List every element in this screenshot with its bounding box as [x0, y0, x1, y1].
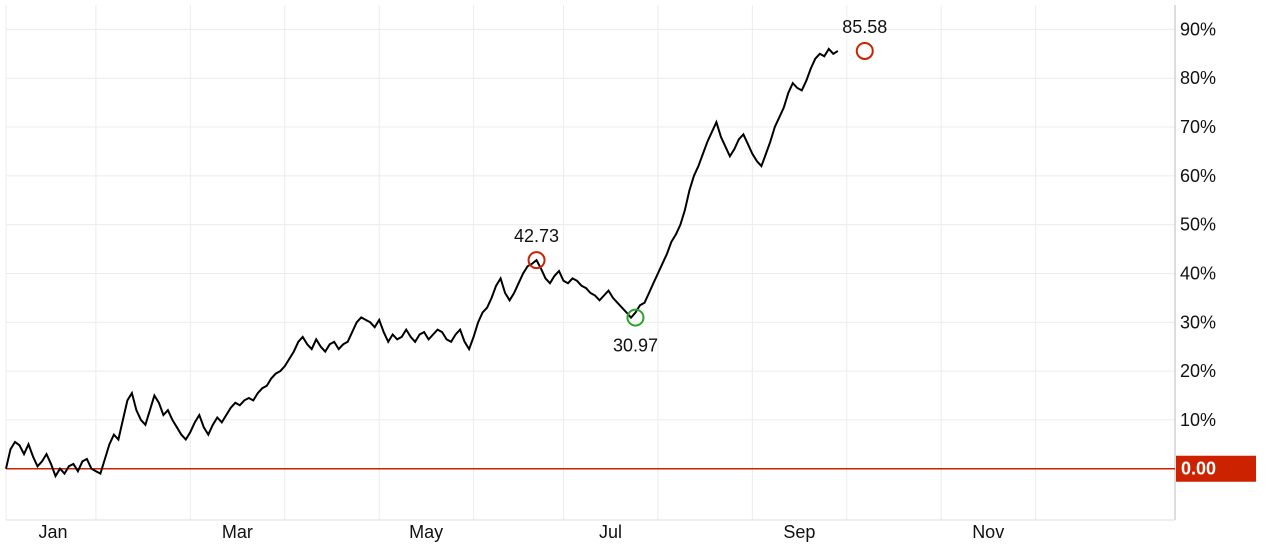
baseline-badge-label: 0.00	[1181, 459, 1216, 479]
y-tick-label: 60%	[1180, 166, 1216, 186]
y-tick-label: 50%	[1180, 215, 1216, 235]
y-tick-label: 90%	[1180, 19, 1216, 39]
annotation-label: 30.97	[613, 336, 658, 356]
grid-lines	[5, 5, 1176, 521]
x-tick-label: Jan	[38, 522, 67, 542]
y-tick-label: 40%	[1180, 263, 1216, 283]
series-line	[5, 47, 839, 479]
annotation-marker	[527, 251, 546, 270]
annotations: 42.73 30.97 85.58	[514, 17, 887, 356]
annotation-label: 85.58	[842, 17, 887, 37]
baseline-badge: 0.00	[1176, 455, 1256, 482]
y-tick-label: 30%	[1180, 312, 1216, 332]
y-axis: 10% 20% 30% 40% 50% 60% 70% 80% 90%	[1180, 19, 1216, 430]
annotation-label: 42.73	[514, 226, 559, 246]
annotation-marker	[855, 41, 874, 60]
y-tick-label: 10%	[1180, 410, 1216, 430]
y-tick-label: 70%	[1180, 117, 1216, 137]
baseline-badge-bg	[1176, 455, 1256, 482]
x-tick-label: Mar	[222, 522, 253, 542]
x-tick-label: Sep	[783, 522, 815, 542]
y-tick-label: 80%	[1180, 68, 1216, 88]
y-tick-label: 20%	[1180, 361, 1216, 381]
x-axis: Jan Mar May Jul Sep Nov	[38, 522, 1004, 542]
annotation-marker	[626, 308, 645, 327]
x-tick-label: Nov	[972, 522, 1004, 542]
x-tick-label: May	[409, 522, 443, 542]
x-tick-label: Jul	[599, 522, 622, 542]
